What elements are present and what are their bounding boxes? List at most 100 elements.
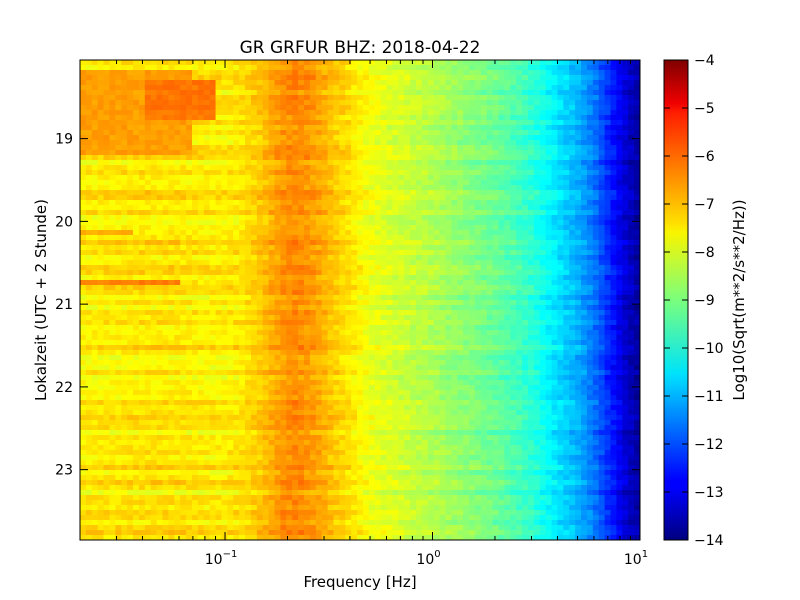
spectrogram-cell (327, 340, 335, 346)
spectrogram-cell (362, 145, 370, 151)
spectrogram-cell (91, 485, 99, 491)
spectrogram-cell (186, 390, 193, 396)
spectrogram-cell (262, 240, 270, 246)
spectrogram-cell (133, 85, 140, 91)
spectrogram-cell (221, 175, 228, 181)
spectrogram-cell (133, 220, 140, 226)
spectrogram-cell (339, 325, 346, 331)
spectrogram-cell (109, 325, 116, 331)
spectrogram-cell (233, 90, 240, 96)
spectrogram-cell (174, 100, 181, 106)
spectrogram-cell (233, 390, 240, 396)
spectrogram-cell (180, 245, 187, 251)
spectrogram-cell (150, 365, 158, 371)
spectrogram-cell (380, 430, 388, 436)
spectrogram-cell (115, 380, 122, 386)
spectrogram-cell (380, 535, 388, 540)
spectrogram-cell (298, 210, 305, 216)
spectrogram-cell (327, 145, 335, 151)
spectrogram-cell (357, 115, 364, 121)
spectrogram-cell (121, 175, 128, 181)
spectrogram-cell (374, 420, 382, 426)
spectrogram-cell (227, 430, 234, 436)
spectrogram-cell (351, 525, 358, 531)
spectrogram-cell (292, 100, 299, 106)
spectrogram-cell (197, 170, 205, 176)
spectrogram-cell (256, 85, 264, 91)
spectrogram-cell (138, 160, 146, 166)
spectrogram-cell (245, 115, 252, 121)
spectrogram-cell (250, 400, 258, 406)
spectrogram-cell (374, 405, 382, 411)
spectrogram-cell (298, 330, 305, 336)
spectrogram-cell (357, 310, 364, 316)
spectrogram-cell (368, 465, 376, 471)
spectrogram-cell (91, 340, 99, 346)
spectrogram-cell (174, 405, 181, 411)
spectrogram-cell (380, 220, 388, 226)
spectrogram-cell (362, 150, 370, 156)
spectrogram-cell (156, 230, 164, 236)
spectrogram-cell (127, 375, 134, 381)
spectrogram-cell (362, 355, 370, 361)
spectrogram-cell (262, 170, 270, 176)
spectrogram-cell (103, 145, 111, 151)
spectrogram-cell (268, 375, 276, 381)
spectrogram-cell (227, 490, 234, 496)
spectrogram-cell (380, 210, 388, 216)
spectrogram-cell (292, 420, 299, 426)
spectrogram-cell (362, 480, 370, 486)
spectrogram-cell (203, 325, 211, 331)
spectrogram-cell (127, 405, 134, 411)
spectrogram-cell (274, 135, 282, 141)
spectrogram-cell (121, 500, 128, 506)
spectrogram-cell (221, 215, 228, 221)
spectrogram-cell (127, 275, 134, 281)
spectrogram-cell (91, 530, 99, 536)
spectrogram-cell (138, 430, 146, 436)
spectrogram-cell (209, 495, 217, 501)
spectrogram-cell (327, 230, 335, 236)
spectrogram-cell (362, 450, 370, 456)
spectrogram-cell (221, 130, 228, 136)
spectrogram-cell (197, 185, 205, 191)
spectrogram-cell (368, 375, 376, 381)
spectrogram-cell (121, 535, 128, 540)
spectrogram-cell (351, 280, 358, 286)
spectrogram-cell (174, 310, 181, 316)
spectrogram-cell (221, 310, 228, 316)
spectrogram-cell (292, 170, 299, 176)
spectrogram-cell (215, 410, 223, 416)
spectrogram-cell (127, 140, 134, 146)
spectrogram-cell (304, 280, 311, 286)
spectrogram-cell (203, 420, 211, 426)
spectrogram-cell (80, 100, 87, 106)
spectrogram-cell (351, 295, 358, 301)
spectrogram-cell (174, 250, 181, 256)
spectrogram-cell (203, 490, 211, 496)
spectrogram-cell (85, 165, 93, 171)
spectrogram-cell (156, 140, 164, 146)
spectrogram-cell (380, 135, 388, 141)
spectrogram-cell (262, 490, 270, 496)
spectrogram-cell (262, 135, 270, 141)
spectrogram-cell (174, 205, 181, 211)
spectrogram-cell (121, 275, 128, 281)
spectrogram-cell (327, 430, 335, 436)
spectrogram-cell (156, 70, 164, 76)
spectrogram-cell (339, 405, 346, 411)
spectrogram-cell (103, 125, 111, 131)
spectrogram-cell (351, 175, 358, 181)
spectrogram-cell (91, 170, 99, 176)
spectrogram-cell (268, 525, 276, 531)
spectrogram-cell (192, 325, 199, 331)
spectrogram-cell (274, 115, 282, 121)
spectrogram-cell (280, 115, 287, 121)
spectrogram-cell (250, 300, 258, 306)
spectrogram-cell (209, 315, 217, 321)
spectrogram-cell (233, 435, 240, 441)
spectrogram-cell (362, 345, 370, 351)
spectrogram-cell (286, 330, 293, 336)
spectrogram-cell (286, 470, 293, 476)
spectrogram-cell (150, 510, 158, 516)
